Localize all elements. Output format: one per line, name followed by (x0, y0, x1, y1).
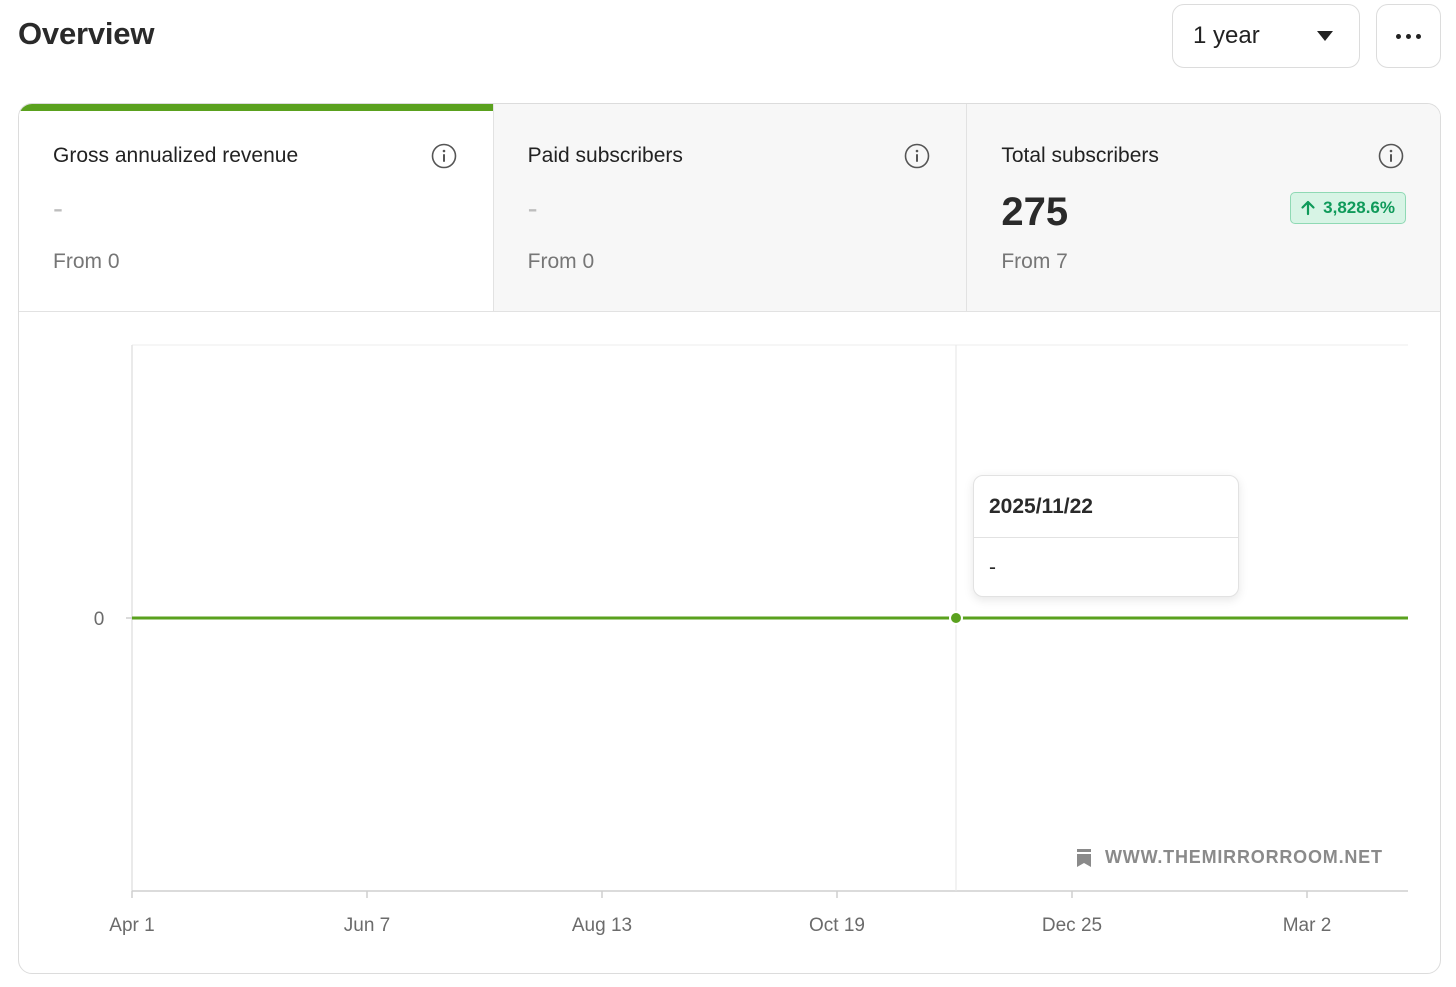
overview-card: Gross annualized revenue - From 0 Paid s… (18, 103, 1441, 974)
info-icon[interactable] (904, 143, 930, 169)
tab-from-value: From 0 (53, 250, 120, 273)
page-title: Overview (18, 16, 155, 51)
time-range-select[interactable]: 1 year (1172, 4, 1360, 68)
tab-value: - (527, 192, 538, 225)
tab-label: Total subscribers (1001, 144, 1159, 167)
change-badge: 3,828.6% (1290, 192, 1407, 224)
x-tick-label: Jun 7 (344, 915, 390, 936)
tab-value: - (53, 192, 63, 225)
arrow-up-icon (1301, 200, 1315, 216)
y-tick-label: 0 (94, 609, 105, 630)
x-tick-label: Dec 25 (1042, 915, 1102, 936)
more-options-button[interactable] (1376, 4, 1441, 68)
info-icon[interactable] (1378, 143, 1404, 169)
watermark: WWW.THEMIRRORROOM.NET (1075, 847, 1383, 868)
x-tick-label: Oct 19 (809, 915, 865, 936)
caret-down-icon (1317, 31, 1333, 41)
line-chart[interactable]: Apr 1 Jun 7 Aug 13 Oct 19 Dec 25 Mar 2 0 (19, 104, 1440, 973)
tooltip-date: 2025/11/22 (974, 476, 1238, 538)
bookmark-icon (1077, 848, 1091, 867)
tab-gross-annualized-revenue[interactable]: Gross annualized revenue - From 0 (19, 104, 493, 311)
tab-from-value: From 0 (527, 250, 595, 273)
metric-tabs: Gross annualized revenue - From 0 Paid s… (19, 104, 1440, 312)
x-tick-label: Mar 2 (1283, 915, 1332, 936)
tab-label: Gross annualized revenue (53, 144, 299, 167)
tab-paid-subscribers[interactable]: Paid subscribers - From 0 (492, 104, 967, 311)
tab-total-subscribers[interactable]: Total subscribers 275 3,828.6% From 7 (966, 104, 1440, 311)
tooltip-value: - (989, 556, 996, 579)
chart-tooltip: 2025/11/22 - (973, 475, 1239, 597)
time-range-value: 1 year (1193, 22, 1260, 49)
tab-value: 275 (1001, 190, 1069, 234)
info-icon[interactable] (431, 143, 457, 169)
watermark-text: WWW.THEMIRRORROOM.NET (1105, 847, 1383, 867)
more-horizontal-icon (1396, 33, 1401, 39)
change-badge-text: 3,828.6% (1323, 198, 1396, 217)
x-tick-label: Aug 13 (572, 915, 632, 936)
highlight-point (949, 611, 963, 625)
tab-label: Paid subscribers (527, 144, 683, 167)
x-tick-label: Apr 1 (109, 915, 154, 936)
tab-from-value: From 7 (1001, 250, 1068, 273)
